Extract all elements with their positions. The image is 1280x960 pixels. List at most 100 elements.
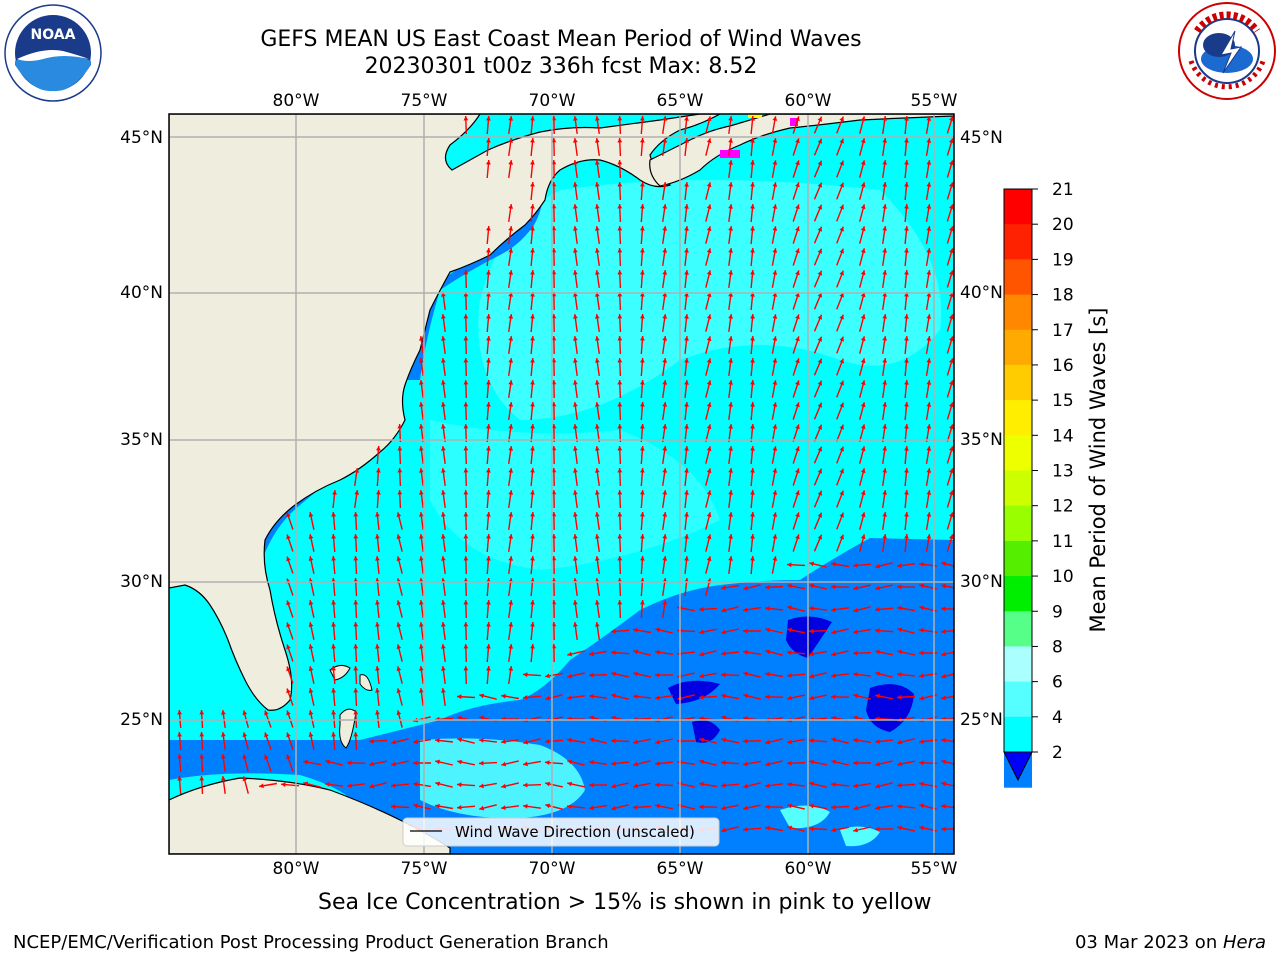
- wind-wave-arrow: [486, 621, 491, 641]
- wind-wave-arrow: [353, 555, 359, 575]
- noaa-logo-icon: NOAA: [3, 3, 103, 103]
- wind-wave-arrow: [705, 204, 712, 222]
- wind-wave-arrow: [486, 379, 491, 399]
- wind-wave-arrow: [809, 672, 827, 679]
- wind-wave-arrow: [941, 583, 954, 589]
- wind-wave-arrow: [662, 379, 668, 399]
- wind-wave-arrow: [831, 673, 849, 678]
- wind-wave-arrow: [662, 423, 668, 443]
- wind-wave-arrow: [771, 182, 778, 200]
- wind-wave-arrow: [808, 738, 828, 744]
- wind-wave-arrow: [595, 379, 600, 399]
- wind-wave-arrow: [508, 555, 514, 575]
- wind-wave-arrow: [786, 738, 806, 745]
- wind-wave-arrow: [925, 269, 932, 289]
- wind-wave-arrow: [897, 563, 915, 568]
- wind-wave-arrow: [456, 782, 476, 788]
- wind-wave-arrow: [419, 556, 424, 574]
- wind-wave-arrow: [353, 599, 359, 619]
- wind-wave-arrow: [897, 738, 915, 745]
- wind-wave-arrow: [611, 693, 629, 700]
- wind-wave-arrow: [946, 248, 954, 266]
- wind-wave-arrow: [397, 445, 403, 465]
- wind-wave-arrow: [640, 489, 645, 509]
- wind-wave-arrow: [633, 671, 651, 678]
- wind-wave-arrow: [925, 159, 932, 179]
- wind-wave-arrow: [684, 336, 689, 354]
- wind-wave-arrow: [662, 203, 668, 223]
- wind-wave-arrow: [859, 226, 866, 244]
- wind-wave-arrow: [242, 710, 249, 728]
- wind-wave-arrow: [435, 738, 453, 743]
- wind-wave-arrow: [419, 358, 424, 376]
- wind-wave-arrow: [617, 225, 623, 245]
- wind-wave-arrow: [463, 445, 469, 465]
- wind-wave-arrow: [925, 533, 932, 553]
- wind-wave-arrow: [874, 607, 894, 612]
- wind-wave-arrow: [479, 804, 497, 811]
- colorbar-segment: [1004, 646, 1032, 683]
- wind-wave-arrow: [286, 732, 294, 750]
- wind-wave-arrow: [836, 116, 844, 134]
- wind-wave-arrow: [904, 335, 909, 355]
- wind-wave-arrow: [750, 269, 755, 289]
- wind-wave-arrow: [302, 759, 322, 766]
- wind-wave-arrow: [684, 314, 689, 332]
- footer-branch: NCEP/EMC/Verification Post Processing Pr…: [13, 932, 609, 953]
- wind-wave-arrow: [946, 424, 954, 442]
- wind-wave-arrow: [441, 314, 446, 332]
- wind-wave-arrow: [684, 138, 689, 156]
- wind-wave-arrow: [882, 225, 887, 245]
- wind-wave-arrow: [544, 760, 564, 765]
- wind-wave-arrow: [904, 181, 909, 201]
- wind-wave-arrow: [308, 556, 315, 574]
- wind-wave-arrow: [397, 489, 403, 509]
- wind-wave-arrow: [508, 621, 514, 641]
- wind-wave-arrow: [419, 336, 424, 354]
- wind-wave-arrow: [376, 489, 381, 509]
- colorbar-segment: [1004, 329, 1032, 366]
- wind-wave-arrow: [375, 666, 380, 684]
- wind-wave-arrow: [859, 314, 866, 332]
- wind-wave-arrow: [698, 694, 718, 700]
- wind-wave-arrow: [508, 225, 514, 245]
- wind-wave-arrow: [705, 424, 712, 442]
- wind-wave-arrow: [875, 693, 893, 700]
- wind-wave-arrow: [463, 313, 469, 333]
- wind-wave-arrow: [530, 511, 535, 531]
- wind-wave-arrow: [331, 643, 336, 663]
- wind-wave-arrow: [882, 401, 887, 421]
- wind-wave-arrow: [813, 446, 823, 464]
- wind-wave-arrow: [640, 401, 645, 421]
- wind-wave-arrow: [500, 693, 520, 700]
- wind-wave-arrow: [809, 759, 827, 766]
- wind-wave-arrow: [728, 248, 733, 266]
- wind-wave-direction-arrows: [177, 115, 954, 833]
- wind-wave-arrow: [940, 738, 954, 743]
- wind-wave-arrow: [655, 803, 673, 810]
- wind-wave-arrow: [946, 182, 954, 200]
- wind-wave-arrow: [391, 760, 409, 767]
- wind-wave-arrow: [705, 512, 712, 530]
- wind-wave-arrow: [286, 600, 294, 618]
- wind-wave-arrow: [728, 182, 733, 200]
- lon-label-bottom: 80°W: [273, 859, 320, 879]
- wind-wave-arrow: [589, 737, 607, 744]
- wind-wave-arrow: [632, 627, 652, 634]
- wind-wave-arrow: [434, 803, 454, 810]
- wind-wave-arrow: [925, 181, 932, 201]
- wind-wave-arrow: [728, 314, 733, 332]
- wind-wave-arrow: [375, 600, 380, 618]
- wind-wave-arrow: [750, 533, 755, 553]
- wind-wave-arrow: [836, 314, 844, 332]
- wind-wave-arrow: [457, 737, 475, 744]
- wind-wave-arrow: [617, 357, 623, 377]
- wind-wave-arrow: [946, 490, 954, 508]
- wind-wave-arrow: [742, 738, 762, 744]
- wind-wave-arrow: [595, 445, 600, 465]
- wind-wave-arrow: [610, 650, 630, 655]
- wind-wave-arrow: [508, 247, 514, 267]
- wind-wave-arrow: [830, 584, 850, 590]
- wind-wave-arrow: [353, 731, 359, 751]
- wind-wave-arrow: [809, 561, 827, 568]
